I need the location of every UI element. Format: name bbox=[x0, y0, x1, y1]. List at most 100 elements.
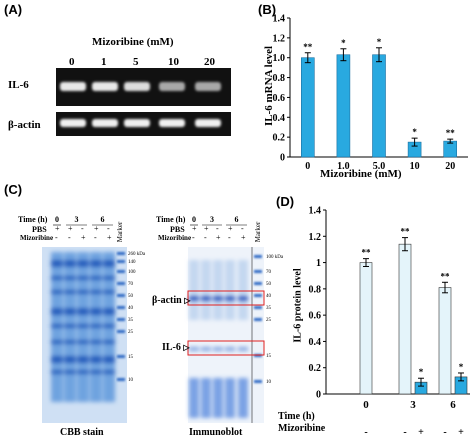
ib-marker-band bbox=[254, 318, 262, 321]
cbb-band bbox=[64, 276, 76, 280]
ib-il6-band bbox=[238, 347, 248, 351]
ib-miz-sign: - bbox=[204, 233, 207, 242]
ib-actin-band bbox=[213, 296, 223, 301]
cbb-mw-label: 10 bbox=[128, 378, 134, 383]
cbb-band bbox=[90, 276, 102, 280]
cbb-band bbox=[64, 260, 76, 267]
cbb-marker-band bbox=[117, 282, 125, 285]
ib-bottom-smear bbox=[213, 378, 223, 418]
chart-d-ylabel: IL-6 protein level bbox=[292, 268, 304, 343]
chart-b-xtick-label: 10 bbox=[410, 161, 420, 172]
cbb-band bbox=[77, 276, 89, 280]
cbb-band bbox=[64, 370, 76, 374]
chart-b-significance: * bbox=[412, 127, 417, 137]
ib-marker-band bbox=[254, 282, 262, 285]
chart-b-ytick-label: 0.6 bbox=[273, 93, 286, 104]
chart-d-miz-sign: + bbox=[458, 427, 464, 438]
cbb-marker-band bbox=[117, 355, 125, 358]
ib-bottom-smear bbox=[225, 378, 235, 418]
cbb-time-1: 3 bbox=[74, 215, 79, 224]
chart-d-ytick-label: 1.4 bbox=[309, 206, 322, 217]
ib-pbs-sign: - bbox=[241, 224, 244, 233]
cbb-marker-band bbox=[117, 294, 125, 297]
cbb-band bbox=[51, 356, 63, 363]
gel-a-conc-4: 20 bbox=[204, 56, 215, 68]
ib-actin-band bbox=[225, 296, 235, 301]
cbb-band bbox=[51, 290, 63, 294]
chart-b-bar bbox=[336, 54, 351, 158]
cbb-marker-band bbox=[117, 306, 125, 309]
ib-pbs-sign: + bbox=[192, 224, 197, 233]
ib-il6-box bbox=[187, 340, 265, 356]
cbb-pbs-label: PBS bbox=[32, 225, 47, 234]
cbb-pbs-sign: - bbox=[107, 224, 110, 233]
cbb-band bbox=[103, 324, 115, 328]
panel-label-d: (D) bbox=[276, 194, 295, 209]
ib-miz-sign: + bbox=[216, 233, 221, 242]
cbb-pbs-sign: - bbox=[81, 224, 84, 233]
ib-bottom-smear bbox=[201, 378, 211, 418]
cbb-time-0: 0 bbox=[55, 215, 59, 224]
cbb-pbs-sign: + bbox=[94, 224, 99, 233]
chart-d-ytick-label: 0.8 bbox=[309, 284, 322, 295]
chart-d-time-tick: 3 bbox=[410, 399, 416, 411]
cbb-marker-band bbox=[117, 260, 125, 263]
chart-d-time-tick: 0 bbox=[363, 399, 369, 411]
chart-d-significance: ** bbox=[362, 248, 372, 258]
cbb-marker-band bbox=[117, 252, 125, 255]
cbb-band bbox=[90, 308, 102, 315]
cbb-marker-band bbox=[117, 330, 125, 333]
cbb-band bbox=[51, 308, 63, 315]
chart-d-significance: * bbox=[459, 362, 464, 372]
ib-lanes bbox=[189, 260, 248, 418]
panel-c: Time (h) PBS Mizoribine 0 3 6 + - + - - + + - - + Time (… bbox=[0, 190, 284, 444]
il6-arrow-icon: ▷ bbox=[183, 343, 190, 352]
ib-mw-label: 40 bbox=[266, 294, 272, 299]
cbb-mw-label: 15 bbox=[128, 355, 134, 360]
cbb-lanes bbox=[51, 252, 115, 402]
cbb-band bbox=[90, 290, 102, 294]
cbb-band bbox=[64, 308, 76, 315]
cbb-mw-label: 70 bbox=[128, 282, 134, 287]
ib-lane bbox=[225, 260, 235, 320]
cbb-pbs-sign: + bbox=[68, 224, 73, 233]
chart-b-svg: 0 0.2 0.4 0.6 0.8 1.0 1.2 1.4 ** 0 * 1.0 * 5.0 * 10 ** 20 bbox=[273, 14, 468, 172]
cbb-band bbox=[103, 290, 115, 294]
cbb-mw-label: 260 kDa bbox=[128, 252, 146, 257]
chart-d-ytick-label: 0.2 bbox=[309, 363, 322, 374]
cbb-band bbox=[103, 340, 115, 344]
cbb-band bbox=[77, 324, 89, 328]
ib-actin-band bbox=[201, 296, 211, 301]
chart-d-miz-sign: - bbox=[443, 427, 446, 438]
chart-d-ytick-label: 1 bbox=[316, 258, 321, 269]
cbb-band bbox=[64, 324, 76, 328]
ib-mw-label: 25 bbox=[266, 318, 272, 323]
ib-pbs-label: PBS bbox=[170, 225, 185, 234]
gel-a-il6-band bbox=[60, 82, 86, 91]
gel-a-image bbox=[56, 68, 231, 136]
gel-a-il6-band bbox=[92, 82, 118, 91]
cbb-mw-label: 25 bbox=[128, 330, 134, 335]
chart-d-bar bbox=[438, 287, 452, 395]
ib-pbs-sign: - bbox=[216, 224, 219, 233]
ib-mw-label: 50 bbox=[266, 282, 272, 287]
beta-actin-label-text: β-actin bbox=[152, 295, 182, 306]
cbb-band bbox=[103, 260, 115, 267]
beta-actin-label: β-actin ▷ bbox=[152, 295, 190, 306]
cbb-band bbox=[51, 370, 63, 374]
ib-time-2: 6 bbox=[234, 215, 239, 224]
chart-d-significance: ** bbox=[401, 227, 411, 237]
cbb-band bbox=[77, 370, 89, 374]
ib-marker-band bbox=[254, 306, 262, 309]
ib-miz-sign: - bbox=[192, 233, 195, 242]
ib-miz-sign: + bbox=[241, 233, 246, 242]
chart-d-miz-sign: + bbox=[418, 427, 424, 438]
cbb-marker-band bbox=[117, 378, 125, 381]
ib-mw-label: 10 bbox=[266, 380, 272, 385]
chart-d-miz-label: Mizoribine bbox=[278, 423, 326, 434]
cbb-mw-label: 140 bbox=[128, 260, 136, 265]
ib-lane bbox=[189, 260, 199, 320]
ib-pbs-sign: + bbox=[228, 224, 233, 233]
ib-bottom-smear bbox=[238, 378, 248, 418]
chart-d-ytick-label: 1.2 bbox=[309, 232, 322, 243]
